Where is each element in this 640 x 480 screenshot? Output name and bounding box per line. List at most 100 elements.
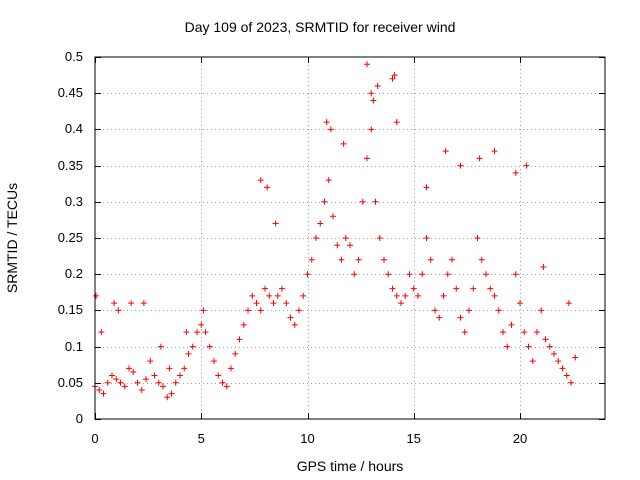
data-point: [461, 329, 468, 336]
data-point: [466, 307, 472, 314]
data-point: [523, 162, 530, 169]
data-point: [223, 383, 230, 390]
data-point: [96, 387, 103, 394]
data-point: [253, 300, 260, 307]
data-point: [155, 379, 162, 386]
data-point: [476, 155, 483, 162]
data-point: [181, 365, 188, 372]
data-point: [308, 256, 315, 263]
data-point: [436, 314, 443, 321]
data-point: [164, 394, 171, 401]
data-point: [406, 271, 413, 278]
data-point: [194, 329, 200, 336]
data-point: [517, 300, 523, 307]
data-point: [440, 292, 447, 299]
data-point: [572, 354, 579, 361]
data-point: [211, 358, 217, 365]
data-point: [143, 376, 149, 383]
data-point: [368, 126, 375, 133]
data-point: [157, 343, 164, 350]
data-point: [444, 271, 451, 278]
data-point: [111, 300, 118, 307]
data-point: [98, 329, 105, 336]
data-point: [215, 372, 222, 379]
data-point: [117, 379, 124, 386]
data-point: [93, 292, 100, 299]
data-point: [442, 148, 449, 155]
data-point: [542, 336, 549, 343]
data-point: [559, 365, 566, 372]
data-point: [304, 271, 311, 278]
data-point: [551, 350, 557, 357]
data-point: [432, 307, 438, 314]
y-tick-label: 0.4: [64, 121, 83, 137]
data-point: [249, 292, 256, 299]
data-point: [474, 235, 481, 241]
data-point: [449, 256, 455, 263]
data-point: [172, 379, 179, 386]
x-tick-label: 5: [197, 431, 205, 446]
data-point: [266, 292, 273, 299]
data-point: [287, 314, 294, 321]
data-point: [359, 198, 366, 205]
data-point: [487, 285, 494, 292]
data-point: [321, 198, 328, 205]
data-points: [92, 61, 579, 401]
data-point: [457, 162, 464, 169]
data-point: [512, 169, 519, 176]
data-point: [200, 307, 207, 314]
axis-ticks: [95, 57, 605, 420]
data-point: [138, 387, 145, 394]
data-point: [427, 256, 434, 263]
data-point: [393, 119, 400, 126]
data-point: [334, 242, 341, 249]
data-point: [372, 198, 379, 205]
data-point: [245, 307, 251, 314]
grid-lines: [95, 57, 605, 419]
data-point: [342, 235, 349, 241]
data-point: [534, 329, 540, 336]
data-point: [126, 365, 132, 372]
y-axis-label: SRMTID / TECUs: [4, 182, 20, 294]
data-point: [370, 97, 377, 104]
data-point: [340, 140, 347, 147]
y-tick-label: 0.05: [57, 374, 83, 390]
data-point: [368, 90, 375, 97]
data-point: [134, 379, 141, 386]
data-point: [140, 300, 147, 307]
y-tick-label: 0.45: [57, 85, 83, 101]
data-point: [338, 256, 345, 263]
data-point: [270, 300, 277, 307]
data-point: [393, 292, 400, 299]
data-point: [521, 329, 528, 336]
y-tick-label: 0.1: [64, 338, 83, 354]
data-point: [419, 271, 426, 278]
data-point: [236, 336, 243, 343]
data-point: [483, 271, 489, 278]
data-point: [391, 72, 398, 79]
data-point: [100, 390, 107, 397]
data-point: [491, 292, 498, 299]
data-point: [300, 292, 307, 299]
data-point: [555, 358, 562, 365]
y-tick-label: 0.15: [57, 302, 83, 318]
data-point: [525, 343, 532, 350]
data-point: [113, 376, 120, 383]
data-point: [317, 220, 324, 227]
data-point: [508, 321, 515, 328]
data-point: [121, 383, 128, 390]
data-point: [274, 292, 281, 299]
data-point: [347, 242, 353, 249]
data-point: [109, 372, 115, 379]
data-point: [147, 358, 154, 365]
x-tick-label: 20: [512, 431, 528, 446]
data-point: [423, 184, 430, 191]
data-point: [364, 61, 370, 68]
data-point: [402, 292, 409, 299]
x-axis-label: GPS time / hours: [296, 458, 404, 474]
data-point: [272, 220, 279, 227]
data-point: [185, 350, 192, 357]
data-point: [189, 343, 196, 350]
data-point: [279, 285, 285, 292]
